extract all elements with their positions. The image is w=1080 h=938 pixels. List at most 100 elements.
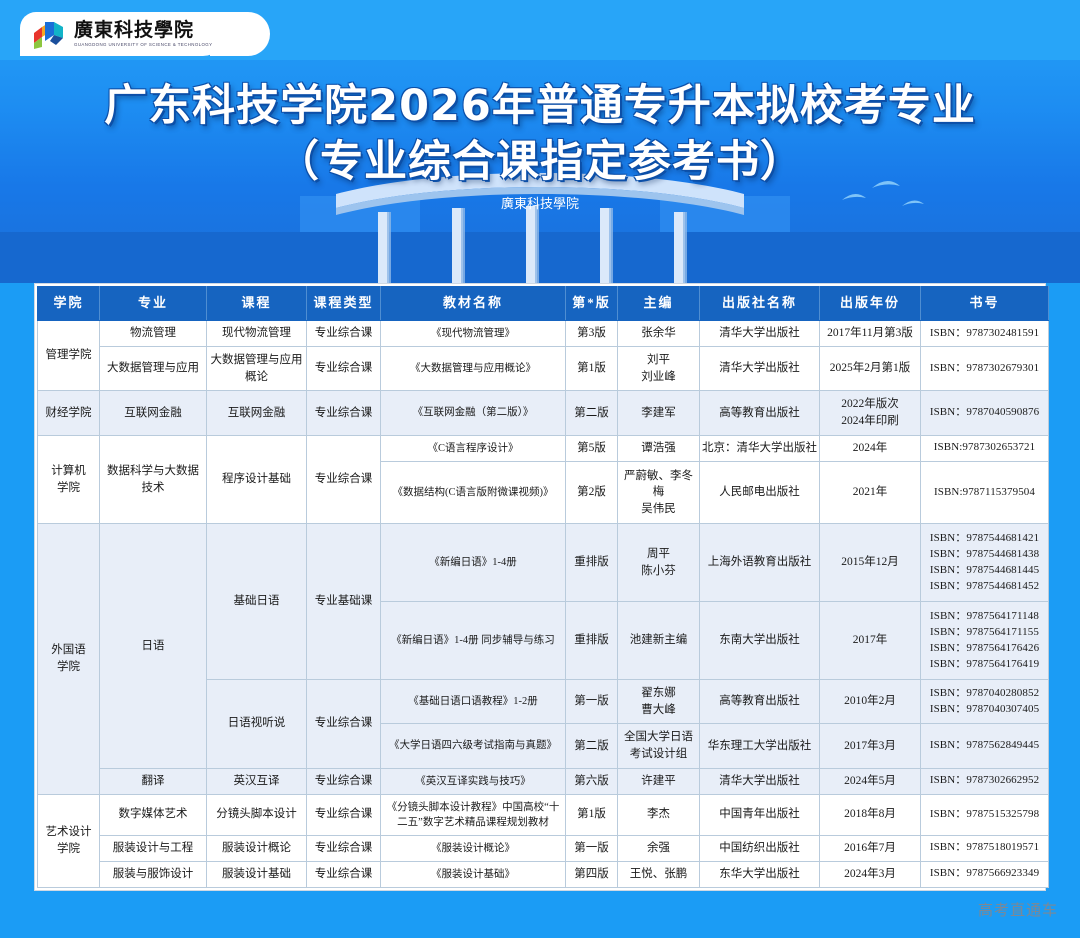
cell-isbn: ISBN：9787040590876: [920, 390, 1049, 436]
cell-edition: 第一版: [565, 678, 618, 725]
cell-major: 互联网金融: [99, 390, 207, 436]
logo-mark-icon: [34, 22, 63, 49]
university-logo: 廣東科技學院 GUANGDONG UNIVERSITY OF SCIENCE &…: [20, 12, 225, 56]
cell-isbn: ISBN：9787564171148 ISBN：9787564171155 IS…: [920, 601, 1049, 680]
cell-course-type: 专业综合课: [306, 319, 381, 348]
table-row: 《数据结构(C语言版附微课视频)》 第2版 严蔚敏、李冬梅 吴伟民 人民邮电出版社 20…: [38, 460, 1049, 525]
cell-course-type: 专业综合课: [306, 793, 381, 836]
table-row: 《大学日语四六级考试指南与真题》 第二版 全国大学日语 考试设计组 华东理工大学出版社…: [38, 723, 1049, 769]
cell-course: 服装设计概论: [206, 834, 307, 862]
title-line-1: 广东科技学院2026年普通专升本拟校考专业: [104, 81, 976, 131]
cell-book: 《分镜头脚本设计教程》中国高校“十二五”数字艺术精品课程规划教材: [380, 793, 566, 836]
cell-edition: 第1版: [565, 793, 618, 836]
cell-isbn: ISBN:9787115379504: [920, 460, 1049, 525]
cell-course: 日语视听说: [206, 678, 307, 769]
cell-course-type: 专业综合课: [306, 834, 381, 862]
table-row: 大数据管理与应用 大数据管理与应用概论 专业综合课 《大数据管理与应用概论》 第1版 刘平…: [38, 346, 1049, 392]
cell-year: 2017年11月第3版: [819, 319, 921, 348]
cell-year: 2024年5月: [819, 767, 921, 795]
cell-edition: 第二版: [565, 390, 618, 436]
cell-year: 2024年3月: [819, 860, 921, 889]
cell-course-type: 专业综合课: [306, 390, 381, 436]
table-row: 艺术设计 学院 数字媒体艺术 分镜头脚本设计 专业综合课 《分镜头脚本设计教程》中国高校…: [37, 793, 1049, 889]
table-header-cell-7: 出版社名称: [699, 286, 820, 321]
cell-book: 《新编日语》1-4册: [380, 523, 566, 603]
cell-editor: 刘平 刘业峰: [617, 346, 700, 392]
table-header-cell-4: 教材名称: [380, 286, 566, 321]
cell-book: 《现代物流管理》: [380, 319, 566, 348]
cell-editor: 李建军: [617, 390, 700, 436]
cell-publisher: 清华大学出版社: [699, 346, 820, 392]
cell-book: 《C语言程序设计》: [380, 434, 566, 462]
table-row: 《新编日语》1-4册 同步辅导与练习 重排版 池建新主编 东南大学出版社 2017年 IS…: [38, 601, 1049, 680]
cell-editor: 张余华: [617, 319, 700, 348]
table-header-cell-8: 出版年份: [819, 286, 921, 321]
cell-course-type: 专业综合课: [306, 346, 381, 392]
table-row: 服装设计与工程 服装设计概论 专业综合课 《服装设计概论》 第一版 余强 中国纺织出版社 20…: [38, 834, 1049, 862]
cell-book: 《英汉互译实践与技巧》: [380, 767, 566, 795]
cell-course: 分镜头脚本设计: [206, 793, 307, 836]
cell-year: 2022年版次 2024年印刷: [819, 390, 921, 436]
cell-editor: 池建新主编: [617, 601, 700, 680]
textbook-table-sheet: 学院 专业 课程 课程类型 教材名称 第*版 主编 出版社名称 出版年份 书号 管理学院 物流管理现…: [34, 283, 1049, 891]
cell-edition: 第1版: [565, 346, 618, 392]
cell-isbn: ISBN：9787544681421 ISBN：9787544681438 IS…: [920, 523, 1049, 603]
table-header-row: 学院 专业 课程 课程类型 教材名称 第*版 主编 出版社名称 出版年份 书号: [37, 286, 1049, 321]
table-row: 服装与服饰设计 服装设计基础 专业综合课 《服装设计基础》 第四版 王悦、张鹏 东华大学出版…: [38, 860, 1049, 889]
cell-isbn: ISBN：9787566923349: [920, 860, 1049, 889]
cell-college: 外国语 学院: [37, 523, 100, 795]
cell-book: 《新编日语》1-4册 同步辅导与练习: [380, 601, 566, 680]
ground-band: [0, 232, 1080, 283]
cell-edition: 第六版: [565, 767, 618, 795]
cell-publisher: 高等教育出版社: [699, 390, 820, 436]
campus-gate-graphic: 廣東科技學院: [336, 173, 744, 283]
cell-year: 2010年2月: [819, 678, 921, 725]
cell-publisher: 东华大学出版社: [699, 860, 820, 889]
cell-isbn: ISBN：9787562849445: [920, 723, 1049, 769]
cell-major: 数据科学与大数据技术: [99, 434, 207, 525]
cell-isbn: ISBN：9787515325798: [920, 793, 1049, 836]
cell-isbn: ISBN：9787040280852 ISBN：9787040307405: [920, 678, 1049, 725]
cell-major: 日语: [99, 523, 207, 769]
cell-year: 2017年: [819, 601, 921, 680]
cell-editor: 严蔚敏、李冬梅 吴伟民: [617, 460, 700, 525]
cell-major: 大数据管理与应用: [99, 346, 207, 392]
cell-publisher: 中国青年出版社: [699, 793, 820, 836]
table-header-cell-2: 课程: [206, 286, 307, 321]
cell-course: 大数据管理与应用概论: [206, 346, 307, 392]
cell-major: 服装设计与工程: [99, 834, 207, 862]
cell-editor: 全国大学日语 考试设计组: [617, 723, 700, 769]
cell-major: 数字媒体艺术: [99, 793, 207, 836]
table-header-cell-3: 课程类型: [306, 286, 381, 321]
cell-college: 计算机 学院: [37, 434, 100, 525]
cell-editor: 翟东娜 曹大峰: [617, 678, 700, 725]
cell-course-type: 专业基础课: [306, 523, 381, 680]
table-row: 翻译 英汉互译 专业综合课 《英汉互译实践与技巧》 第六版 许建平 清华大学出版社 2024年…: [38, 767, 1049, 795]
cell-publisher: 上海外语教育出版社: [699, 523, 820, 603]
table-header-cell-5: 第*版: [565, 286, 618, 321]
cell-course: 基础日语: [206, 523, 307, 680]
cell-isbn: ISBN：9787518019571: [920, 834, 1049, 862]
cell-edition: 第二版: [565, 723, 618, 769]
cell-book: 《互联网金融（第二版）》: [380, 390, 566, 436]
cell-edition: 第2版: [565, 460, 618, 525]
cell-course-type: 专业综合课: [306, 860, 381, 889]
cell-editor: 李杰: [617, 793, 700, 836]
cell-editor: 许建平: [617, 767, 700, 795]
table-row: 计算机 学院 数据科学与大数据技术 程序设计基础 专业综合课 《C语言程序设计》 第5版谭…: [37, 434, 1049, 525]
cell-year: 2015年12月: [819, 523, 921, 603]
cell-edition: 重排版: [565, 601, 618, 680]
cell-edition: 第一版: [565, 834, 618, 862]
cell-book: 《基础日语口语教程》1-2册: [380, 678, 566, 725]
banner-title: 广东科技学院2026年普通专升本拟校考专业 （专业综合课指定参考书）: [0, 78, 1080, 190]
cell-publisher: 清华大学出版社: [699, 767, 820, 795]
cell-course: 英汉互译: [206, 767, 307, 795]
cell-college: 财经学院: [37, 390, 100, 436]
page-banner: 廣東科技學院 廣東科技學院 GUANGDONG UNIVERSITY OF SC…: [0, 0, 1080, 283]
cell-year: 2017年3月: [819, 723, 921, 769]
table-row: 日语视听说 专业综合课 《基础日语口语教程》1-2册 第一版 翟东娜 曹大峰 高等教育出版…: [38, 678, 1049, 769]
cell-year: 2025年2月第1版: [819, 346, 921, 392]
cell-isbn: ISBN：9787302679301: [920, 346, 1049, 392]
table-row: 管理学院 物流管理 现代物流管理 专业综合课 《现代物流管理》 第3版 张余华 清华大学出版社…: [37, 319, 1049, 392]
gate-label: 廣東科技學院: [501, 196, 579, 211]
